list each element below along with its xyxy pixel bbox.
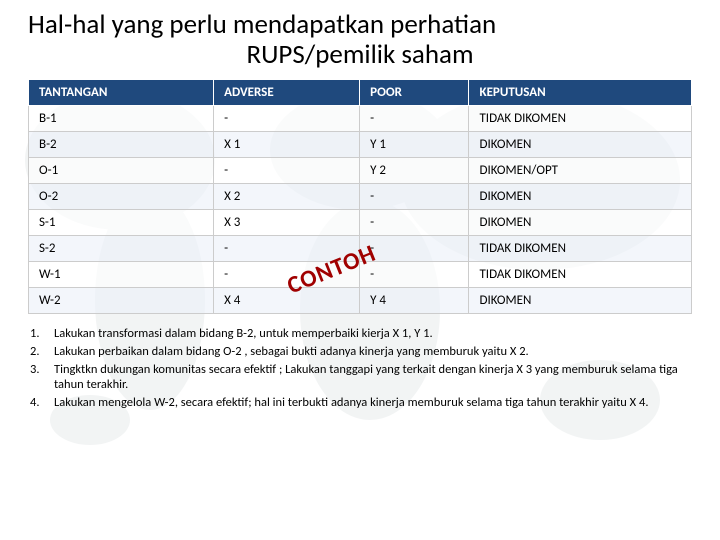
- table-row: O-1-Y 2DIKOMEN/OPT: [29, 158, 692, 184]
- decision-table: TANTANGAN ADVERSE POOR KEPUTUSAN B-1--TI…: [28, 79, 692, 314]
- table-row: B-2X 1Y 1DIKOMEN: [29, 132, 692, 158]
- table-cell: DIKOMEN: [469, 288, 692, 314]
- list-number: 1.: [28, 326, 54, 342]
- table-cell: O-2: [29, 184, 214, 210]
- table-cell: -: [214, 158, 360, 184]
- list-number: 4.: [28, 395, 54, 411]
- table-cell: S-1: [29, 210, 214, 236]
- table-row: W-2X 4Y 4DIKOMEN: [29, 288, 692, 314]
- list-text: Lakukan transformasi dalam bidang B-2, u…: [54, 326, 692, 342]
- table-cell: X 1: [214, 132, 360, 158]
- list-number: 2.: [28, 344, 54, 360]
- table-cell: X 3: [214, 210, 360, 236]
- list-number: 3.: [28, 362, 54, 393]
- table-cell: W-2: [29, 288, 214, 314]
- table-cell: -: [360, 210, 469, 236]
- list-item: 2.Lakukan perbaikan dalam bidang O-2 , s…: [28, 344, 692, 360]
- table-cell: DIKOMEN/OPT: [469, 158, 692, 184]
- table-cell: X 2: [214, 184, 360, 210]
- table-cell: B-1: [29, 106, 214, 132]
- table-cell: DIKOMEN: [469, 184, 692, 210]
- list-text: Tingktkn dukungan komunitas secara efekt…: [54, 362, 692, 393]
- table-cell: Y 2: [360, 158, 469, 184]
- notes-list: 1.Lakukan transformasi dalam bidang B-2,…: [28, 326, 692, 410]
- table-cell: X 4: [214, 288, 360, 314]
- table-cell: TIDAK DIKOMEN: [469, 262, 692, 288]
- table-cell: Y 4: [360, 288, 469, 314]
- table-cell: TIDAK DIKOMEN: [469, 106, 692, 132]
- table-cell: DIKOMEN: [469, 210, 692, 236]
- table-cell: W-1: [29, 262, 214, 288]
- col-header: TANTANGAN: [29, 80, 214, 106]
- table-cell: -: [214, 106, 360, 132]
- table-cell: TIDAK DIKOMEN: [469, 236, 692, 262]
- title-line2: RUPS/pemilik saham: [28, 40, 692, 70]
- table-row: O-2X 2-DIKOMEN: [29, 184, 692, 210]
- list-text: Lakukan perbaikan dalam bidang O-2 , seb…: [54, 344, 692, 360]
- list-item: 1.Lakukan transformasi dalam bidang B-2,…: [28, 326, 692, 342]
- title-line1: Hal-hal yang perlu mendapatkan perhatian: [28, 8, 496, 41]
- col-header: POOR: [360, 80, 469, 106]
- list-item: 4. Lakukan mengelola W-2, secara efektif…: [28, 395, 692, 411]
- col-header: ADVERSE: [214, 80, 360, 106]
- table-cell: S-2: [29, 236, 214, 262]
- col-header: KEPUTUSAN: [469, 80, 692, 106]
- table-cell: DIKOMEN: [469, 132, 692, 158]
- table-cell: Y 1: [360, 132, 469, 158]
- page-title: Hal-hal yang perlu mendapatkan perhatian…: [28, 10, 692, 69]
- list-text: Lakukan mengelola W-2, secara efektif; h…: [54, 395, 692, 411]
- table-cell: -: [360, 106, 469, 132]
- table-row: B-1--TIDAK DIKOMEN: [29, 106, 692, 132]
- table-cell: B-2: [29, 132, 214, 158]
- list-item: 3.Tingktkn dukungan komunitas secara efe…: [28, 362, 692, 393]
- table-cell: O-1: [29, 158, 214, 184]
- table-row: S-1X 3-DIKOMEN: [29, 210, 692, 236]
- table-cell: -: [360, 184, 469, 210]
